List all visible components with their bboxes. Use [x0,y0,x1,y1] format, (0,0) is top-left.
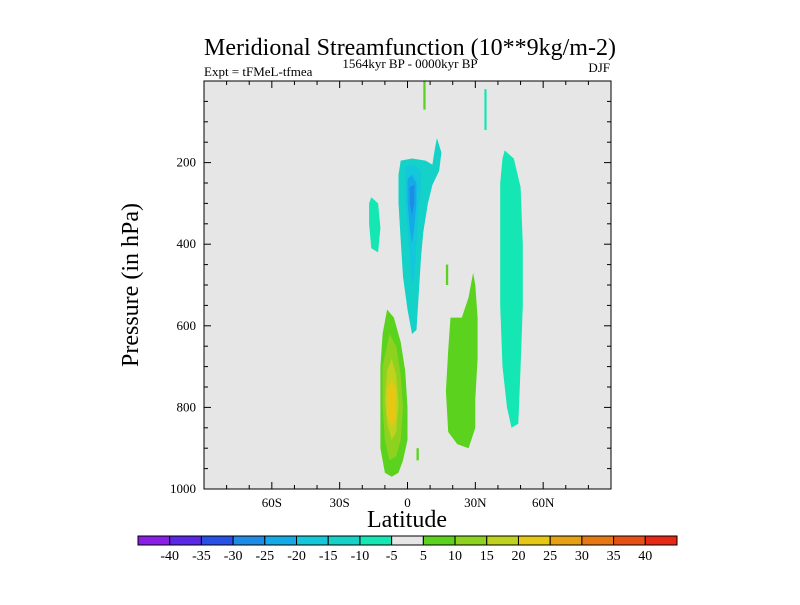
colorbar-box [454,535,488,546]
colorbar-label: 25 [543,549,557,564]
colorbar-label: -25 [255,549,274,564]
chart-title: Meridional Streamfunction (10**9kg/m-2) [204,35,616,61]
colorbar-label: 40 [638,549,652,564]
colorbar-label: -10 [351,549,370,564]
x-axis: 60S 30S 0 30N 60N [203,81,612,510]
colorbar-box [644,535,678,546]
colorbar-label: -30 [224,549,243,564]
contour-hadley-positive-sh-25 [387,378,397,428]
contour-top-streak-1 [423,81,426,110]
colorbar-box [296,535,329,546]
y-axis: 200 400 600 800 1000 [170,80,611,496]
colorbar-box [200,535,234,546]
contour-nh-positive-cell [445,272,478,449]
colorbar-label: 30 [575,549,589,564]
colorbar-box [581,535,615,546]
colorbar-box [549,535,583,546]
colorbar-box [169,535,202,546]
x-tick-label: 0 [404,495,411,510]
contour-nh-upper-cell [500,150,523,428]
colorbar-label: 5 [420,549,427,564]
colorbar-label: -5 [386,549,398,564]
y-tick-label: 400 [177,236,197,251]
colorbar-box [422,535,456,546]
colorbar-label: 15 [480,549,494,564]
x-axis-title: Latitude [367,507,447,533]
colorbar-box [613,535,646,546]
contour-sh-cell-upper [369,197,381,253]
colorbar-label: 35 [607,549,621,564]
colorbar-box [486,535,519,546]
left-string: Expt = tFMeL-tfmea [204,64,313,79]
colorbar-label: -40 [160,549,179,564]
colorbar-box [517,535,551,546]
colorbar-label: 20 [511,549,525,564]
x-tick-label: 60S [262,495,282,510]
colorbar-box [359,535,393,546]
colorbar-label: -35 [192,549,211,564]
colorbar-box [327,535,361,546]
y-tick-label: 1000 [170,481,196,496]
x-tick-label: 30S [330,495,350,510]
x-tick-label: 30N [464,495,487,510]
contour-equatorial-upper-negative-max [409,185,415,216]
contour-small-streak-4 [416,448,419,461]
colorbar: -40 -35 -30 -25 -20 -15 -10 -5 5 10 15 20 25 30 35 40 [137,535,678,564]
contour-small-streak-3 [445,264,449,285]
y-tick-label: 600 [177,318,197,333]
colorbar-label: 10 [448,549,462,564]
colorbar-box [264,535,298,546]
y-tick-label: 200 [177,155,197,170]
colorbar-box [232,535,266,546]
x-tick-label: 60N [532,495,555,510]
colorbar-box [391,535,424,546]
y-tick-label: 800 [177,399,197,414]
contour-top-streak-2 [484,89,487,130]
center-string: 1564kyr BP - 0000kyr BP [342,56,477,71]
colorbar-box [137,535,171,546]
colorbar-label: -15 [319,549,338,564]
contour-fills [369,81,523,477]
y-axis-title: Pressure (in hPa) [118,203,144,367]
right-string: DJF [588,60,610,75]
colorbar-label: -20 [287,549,306,564]
